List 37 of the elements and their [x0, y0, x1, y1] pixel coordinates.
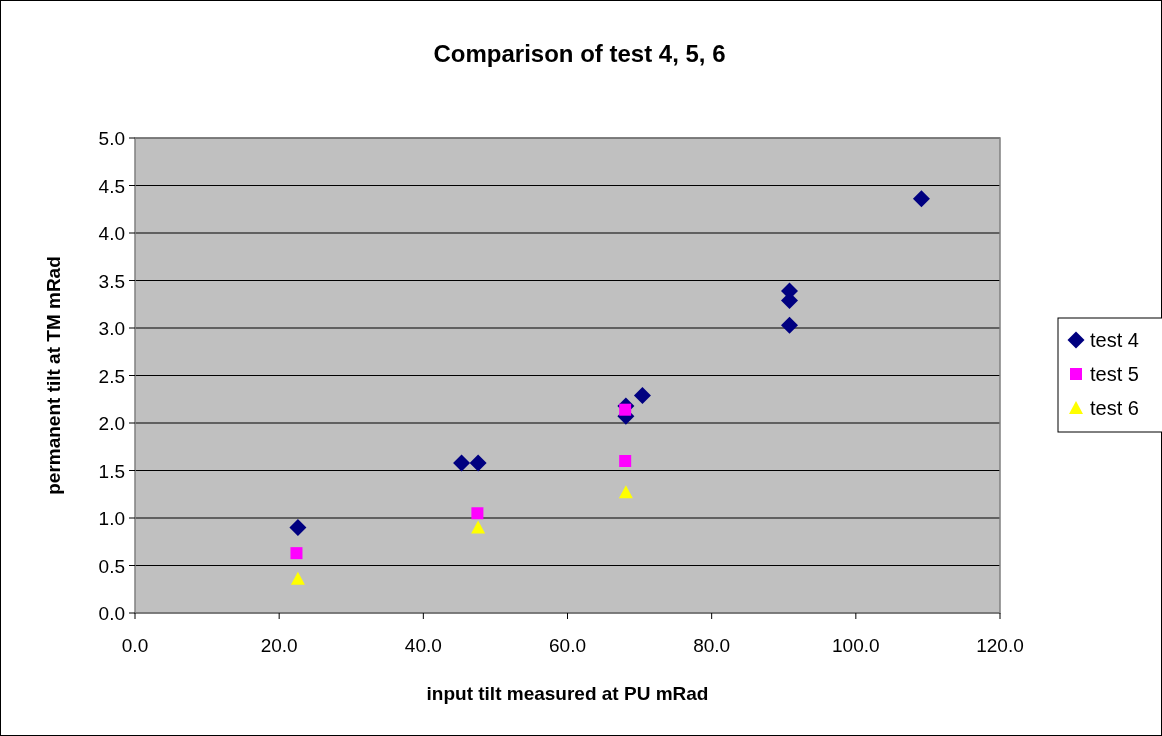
x-tick-label: 40.0 — [404, 635, 442, 656]
y-tick-label: 0.5 — [98, 555, 125, 577]
chart-title: Comparison of test 4, 5, 6 — [433, 40, 726, 67]
y-tick-label: 2.0 — [98, 413, 125, 434]
y-tick-label: 2.5 — [98, 365, 125, 387]
y-axis-title: permanent tilt at TM mRad — [43, 256, 64, 495]
legend-label: test 6 — [1090, 397, 1139, 419]
point — [289, 519, 307, 536]
point — [290, 571, 305, 585]
point — [290, 547, 303, 560]
y-tick-label: 1.0 — [98, 508, 125, 529]
point — [618, 485, 633, 499]
legend-label: test 5 — [1090, 363, 1139, 385]
x-tick-label: 120.0 — [976, 635, 1024, 656]
y-tick-label: 1.5 — [98, 460, 125, 482]
point — [471, 507, 484, 520]
x-tick-label: 20.0 — [260, 635, 298, 656]
x-tick-label: 0.0 — [121, 635, 149, 656]
point — [619, 455, 632, 467]
point — [619, 403, 632, 416]
x-tick-label: 80.0 — [693, 635, 731, 656]
point — [633, 386, 651, 404]
x-tick-label: 60.0 — [549, 635, 586, 656]
point — [469, 454, 487, 472]
y-tick-label: 4.0 — [98, 223, 125, 244]
point — [781, 316, 799, 334]
x-axis-title: input tilt measured at PU mRad — [426, 683, 709, 704]
point — [471, 520, 486, 534]
point — [912, 190, 930, 208]
y-tick-label: 4.5 — [98, 175, 125, 197]
x-tick-label: 100.0 — [832, 635, 880, 656]
point — [453, 454, 471, 472]
y-tick-label: 3.5 — [98, 270, 125, 292]
legend-label: test 4 — [1090, 329, 1139, 351]
y-tick-label: 0.0 — [98, 603, 125, 624]
y-tick-label: 3.0 — [98, 318, 125, 339]
y-tick-label: 5.0 — [98, 128, 125, 149]
